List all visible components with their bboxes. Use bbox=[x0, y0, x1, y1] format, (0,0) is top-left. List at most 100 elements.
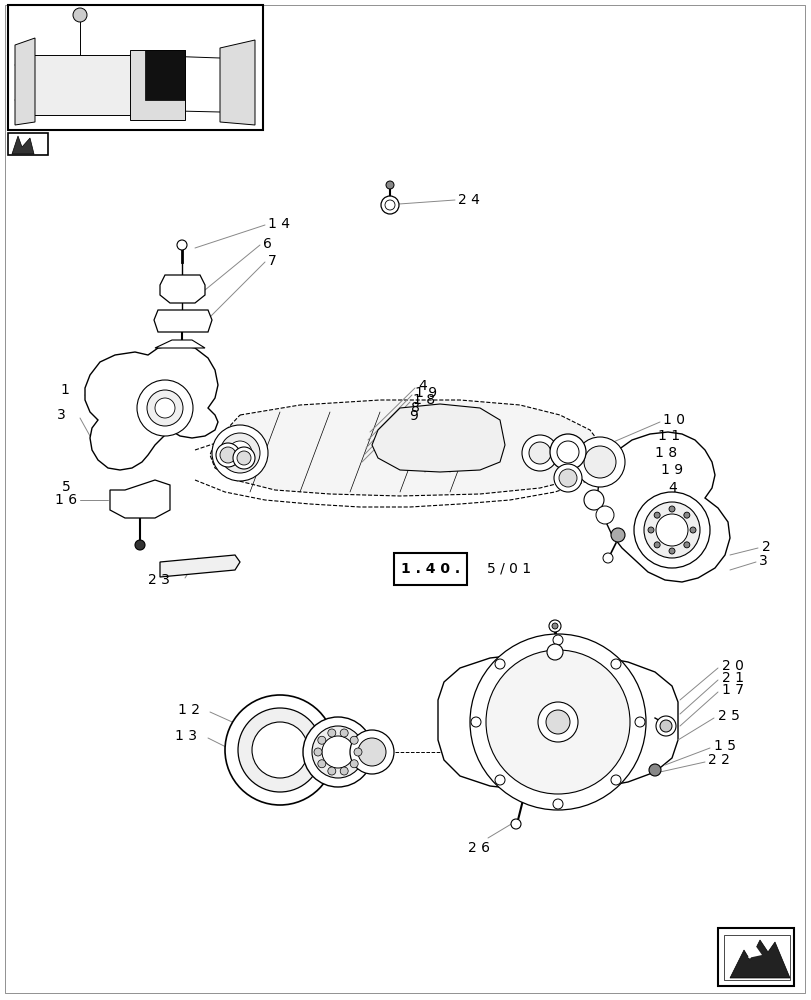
Circle shape bbox=[385, 181, 393, 189]
Circle shape bbox=[350, 760, 358, 768]
Circle shape bbox=[495, 775, 504, 785]
Text: 1: 1 bbox=[60, 383, 69, 397]
Circle shape bbox=[647, 527, 653, 533]
Circle shape bbox=[147, 390, 182, 426]
Text: 7: 7 bbox=[268, 254, 277, 268]
Circle shape bbox=[574, 437, 624, 487]
Circle shape bbox=[689, 527, 695, 533]
Circle shape bbox=[228, 441, 251, 465]
Circle shape bbox=[322, 736, 354, 768]
Polygon shape bbox=[160, 555, 240, 577]
Circle shape bbox=[237, 451, 251, 465]
Circle shape bbox=[220, 447, 236, 463]
Polygon shape bbox=[437, 654, 677, 790]
Text: 8: 8 bbox=[410, 401, 419, 415]
Circle shape bbox=[216, 443, 240, 467]
Text: 2 4: 2 4 bbox=[457, 193, 479, 207]
Circle shape bbox=[350, 736, 358, 744]
Text: 5 / 0 1: 5 / 0 1 bbox=[487, 562, 530, 576]
Circle shape bbox=[610, 528, 624, 542]
Circle shape bbox=[73, 8, 87, 22]
Circle shape bbox=[549, 434, 586, 470]
Circle shape bbox=[212, 425, 268, 481]
Polygon shape bbox=[729, 940, 789, 978]
Circle shape bbox=[528, 442, 551, 464]
Circle shape bbox=[633, 492, 709, 568]
Circle shape bbox=[495, 659, 504, 669]
Polygon shape bbox=[597, 432, 729, 582]
Circle shape bbox=[470, 634, 646, 810]
Circle shape bbox=[328, 767, 336, 775]
Polygon shape bbox=[15, 55, 135, 115]
Circle shape bbox=[177, 240, 187, 250]
Circle shape bbox=[583, 446, 616, 478]
Text: 1 7: 1 7 bbox=[721, 683, 743, 697]
Circle shape bbox=[135, 540, 145, 550]
Text: 1 8: 1 8 bbox=[654, 446, 676, 460]
Text: 1 8: 1 8 bbox=[413, 393, 435, 407]
Circle shape bbox=[654, 542, 659, 548]
Bar bbox=[8, 133, 48, 155]
Circle shape bbox=[668, 506, 674, 512]
Circle shape bbox=[137, 380, 193, 436]
Polygon shape bbox=[160, 275, 204, 303]
Circle shape bbox=[558, 469, 577, 487]
Circle shape bbox=[340, 729, 348, 737]
Circle shape bbox=[350, 730, 393, 774]
Text: 1 2: 1 2 bbox=[178, 703, 200, 717]
Circle shape bbox=[238, 708, 322, 792]
Polygon shape bbox=[145, 50, 185, 100]
Circle shape bbox=[548, 620, 560, 632]
Circle shape bbox=[654, 512, 659, 518]
Circle shape bbox=[551, 623, 557, 629]
Text: 2 0: 2 0 bbox=[721, 659, 743, 673]
Circle shape bbox=[643, 502, 699, 558]
Bar bbox=[393, 553, 466, 585]
Circle shape bbox=[314, 748, 322, 756]
Circle shape bbox=[603, 553, 612, 563]
Circle shape bbox=[583, 490, 603, 510]
Text: 9: 9 bbox=[409, 409, 418, 423]
Polygon shape bbox=[154, 310, 212, 332]
Text: 2 2: 2 2 bbox=[707, 753, 729, 767]
Circle shape bbox=[251, 722, 307, 778]
Circle shape bbox=[510, 819, 521, 829]
Circle shape bbox=[668, 548, 674, 554]
Circle shape bbox=[317, 760, 325, 768]
Text: 2 1: 2 1 bbox=[721, 671, 743, 685]
Polygon shape bbox=[15, 38, 35, 125]
Circle shape bbox=[225, 695, 335, 805]
Text: 4: 4 bbox=[418, 379, 427, 393]
Circle shape bbox=[610, 659, 620, 669]
Text: 4: 4 bbox=[667, 481, 676, 495]
Text: 2 6: 2 6 bbox=[467, 841, 489, 855]
Polygon shape bbox=[155, 340, 204, 348]
Circle shape bbox=[545, 710, 569, 734]
Circle shape bbox=[595, 506, 613, 524]
Circle shape bbox=[552, 799, 562, 809]
Bar bbox=[8, 5, 263, 130]
Polygon shape bbox=[747, 945, 761, 958]
Circle shape bbox=[683, 542, 689, 548]
Text: 2 3: 2 3 bbox=[148, 573, 169, 587]
Circle shape bbox=[683, 512, 689, 518]
Circle shape bbox=[486, 650, 629, 794]
Circle shape bbox=[655, 716, 676, 736]
Circle shape bbox=[303, 717, 372, 787]
Circle shape bbox=[556, 441, 578, 463]
Circle shape bbox=[233, 447, 255, 469]
Circle shape bbox=[655, 514, 687, 546]
Circle shape bbox=[610, 775, 620, 785]
Text: 3: 3 bbox=[57, 408, 66, 422]
Polygon shape bbox=[220, 40, 255, 125]
Circle shape bbox=[384, 200, 394, 210]
Text: 6: 6 bbox=[263, 237, 272, 251]
Circle shape bbox=[648, 764, 660, 776]
Circle shape bbox=[659, 720, 672, 732]
Polygon shape bbox=[109, 480, 169, 518]
Circle shape bbox=[380, 196, 398, 214]
Circle shape bbox=[547, 644, 562, 660]
Circle shape bbox=[358, 738, 385, 766]
Text: 3: 3 bbox=[758, 554, 767, 568]
Circle shape bbox=[470, 717, 480, 727]
